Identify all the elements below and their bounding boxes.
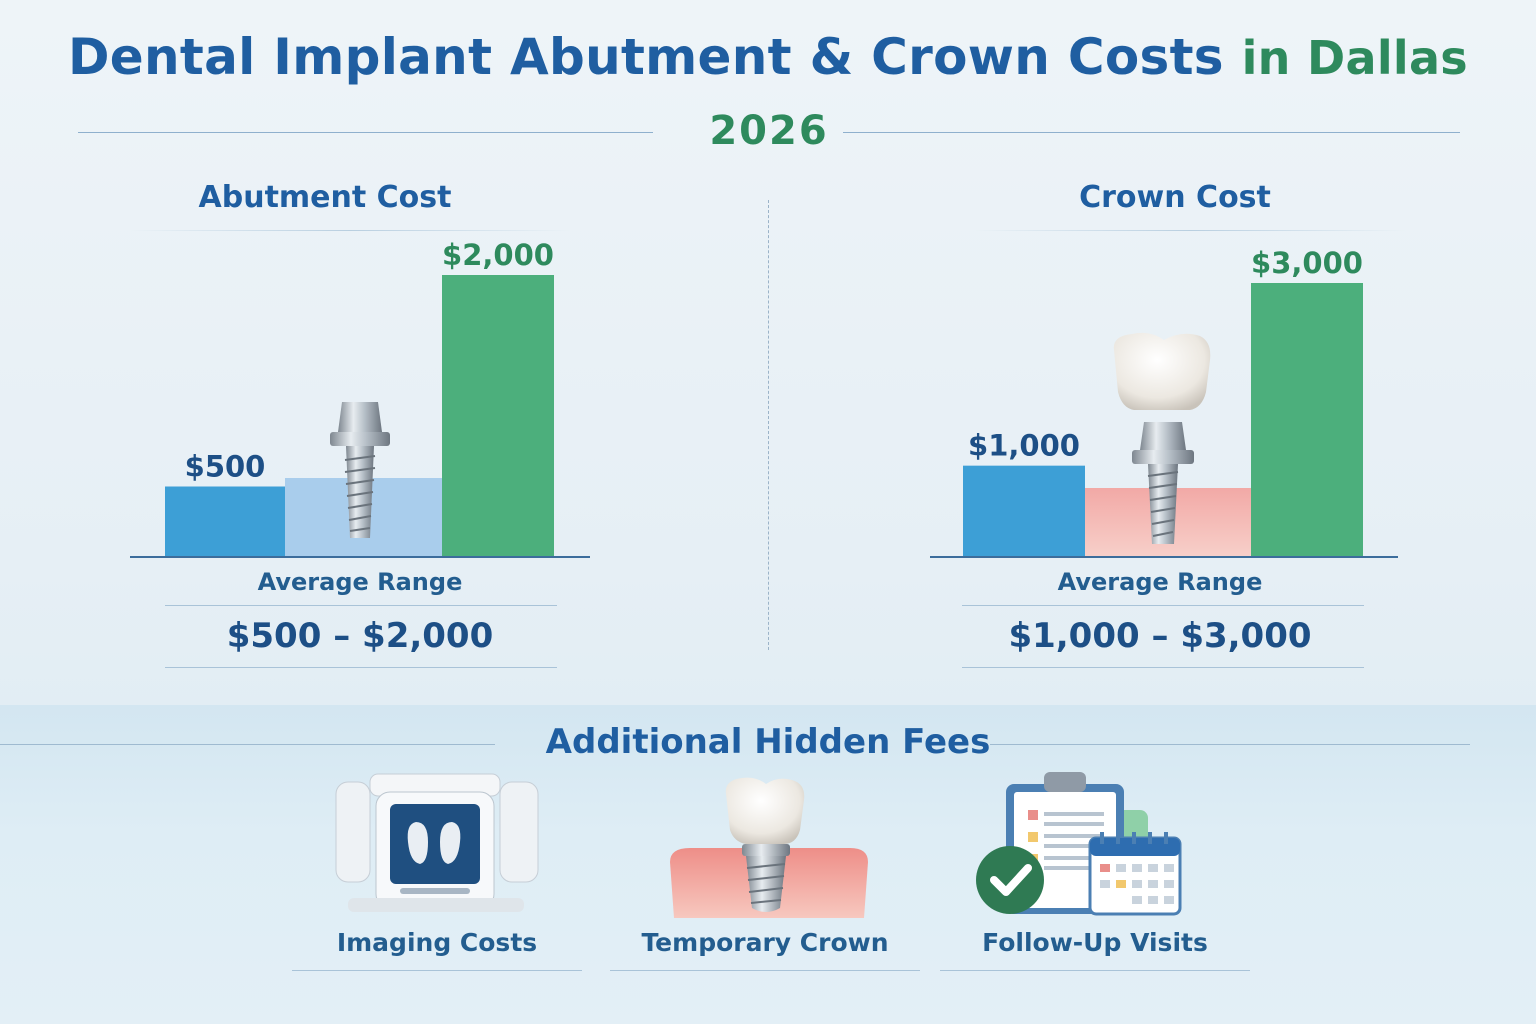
year-label: 2026 bbox=[709, 108, 829, 154]
fee-underline-follow-up bbox=[940, 970, 1250, 971]
page-title: Dental Implant Abutment & Crown Costs in… bbox=[0, 28, 1536, 86]
crown-bar-low bbox=[963, 465, 1085, 557]
abutment-title-rule bbox=[130, 230, 570, 231]
crown-bar-high bbox=[1251, 283, 1363, 557]
abutment-range-value: $500 – $2,000 bbox=[226, 616, 494, 656]
abutment-range-rule-top bbox=[165, 605, 557, 606]
abutment-chart-title: Abutment Cost bbox=[198, 180, 452, 215]
fee-follow-up: Follow-Up Visits bbox=[940, 770, 1250, 980]
dental-xray-machine-icon bbox=[335, 773, 539, 912]
abutment-range-rule-bottom bbox=[165, 667, 557, 668]
crown-range-caption: Average Range bbox=[1057, 568, 1263, 596]
crown-chart: $1,000 $3,000 bbox=[930, 246, 1398, 558]
crown-range-rule-top bbox=[962, 605, 1364, 606]
title-main: Dental Implant Abutment & Crown Costs bbox=[68, 28, 1224, 86]
abutment-panel: Abutment Cost $500 $2,000 Average R bbox=[120, 170, 600, 690]
hidden-fees-title: Additional Hidden Fees bbox=[545, 722, 991, 762]
abutment-illustration bbox=[330, 402, 390, 538]
abutment-bar-high bbox=[442, 275, 554, 557]
abutment-value-label-high: $2,000 bbox=[442, 238, 554, 272]
crown-abutment bbox=[1140, 422, 1186, 450]
abutment-range-caption: Average Range bbox=[257, 568, 463, 596]
year-rule-left bbox=[78, 132, 653, 133]
crown-panel: Crown Cost bbox=[920, 170, 1410, 690]
crown-abutment-collar bbox=[1132, 450, 1194, 464]
crown-range-rule-bottom bbox=[962, 667, 1364, 668]
panel-divider bbox=[768, 200, 769, 650]
crown-value-label-low: $1,000 bbox=[968, 429, 1080, 463]
year-rule-right bbox=[843, 132, 1460, 133]
fee-label-follow-up: Follow-Up Visits bbox=[982, 928, 1208, 957]
crown-range-value: $1,000 – $3,000 bbox=[1008, 616, 1312, 656]
year-row: 2026 bbox=[78, 108, 1460, 158]
fees-rule-right bbox=[990, 744, 1470, 745]
fee-imaging: Imaging Costs bbox=[292, 770, 582, 980]
fees-rule-left bbox=[0, 744, 495, 745]
crown-chart-title: Crown Cost bbox=[1079, 180, 1271, 215]
crown-illustration bbox=[1113, 332, 1211, 544]
fee-label-imaging: Imaging Costs bbox=[336, 928, 538, 957]
crown-value-label-high: $3,000 bbox=[1251, 246, 1363, 280]
clipboard-calendar-check-icon bbox=[976, 772, 1182, 916]
abutment-collar bbox=[330, 432, 390, 446]
crown-tooth bbox=[1113, 332, 1211, 410]
temporary-crown-icon bbox=[670, 777, 868, 918]
fee-underline-temporary-crown bbox=[610, 970, 920, 971]
abutment-chart: $500 $2,000 bbox=[130, 238, 590, 558]
title-location: in Dallas bbox=[1241, 31, 1468, 85]
abutment-post bbox=[338, 402, 382, 432]
fee-underline-imaging bbox=[292, 970, 582, 971]
crown-title-rule bbox=[975, 230, 1405, 231]
abutment-value-label-low: $500 bbox=[185, 450, 266, 484]
fee-label-temporary-crown: Temporary Crown bbox=[641, 928, 889, 957]
abutment-bar-low bbox=[165, 486, 285, 557]
fee-temporary-crown: Temporary Crown bbox=[610, 770, 920, 980]
